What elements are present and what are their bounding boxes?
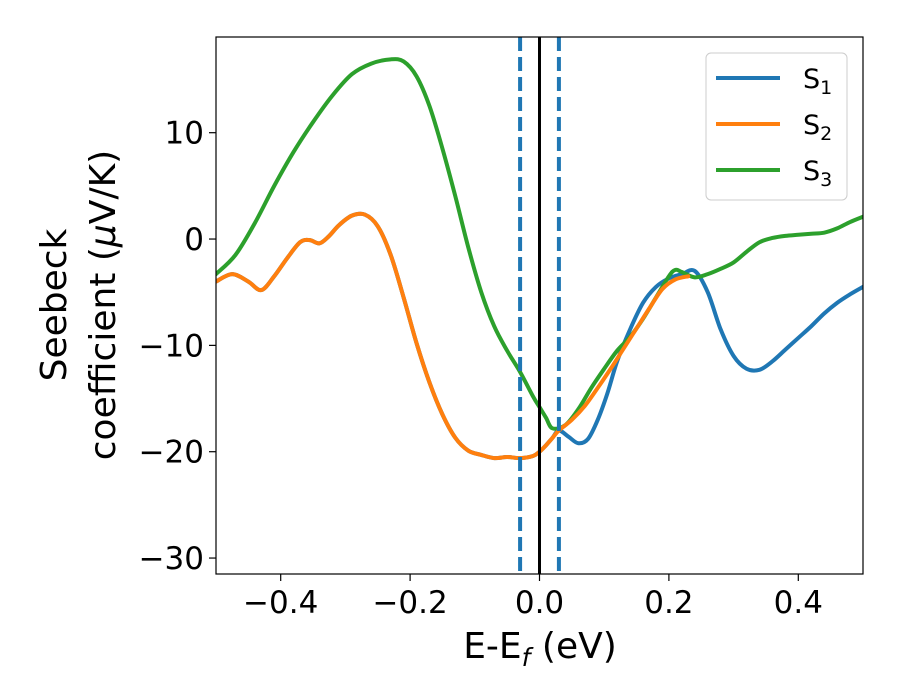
y-tick-label: −10: [139, 328, 204, 364]
y-tick-label: 10: [165, 116, 204, 152]
y-tick-label: −30: [139, 541, 204, 577]
legend-label-s1: S1: [803, 64, 832, 99]
y-tick-label: −20: [139, 435, 204, 471]
legend-label-s3: S3: [803, 156, 832, 191]
legend: S1 S2 S3: [705, 52, 848, 201]
series-line-s2: [216, 211, 691, 461]
legend-box: [705, 52, 848, 201]
x-tick-label: 0.0: [515, 585, 564, 621]
y-tick-label: 0: [184, 222, 204, 258]
y-axis-label-line2: coefficient (μV/K): [83, 150, 124, 460]
x-tick-label: 0.2: [644, 585, 693, 621]
reference-lines: [518, 37, 561, 574]
y-axis-label: Seebeck coefficient (μV/K): [34, 150, 124, 460]
x-axis-ticks: −0.4 −0.2 0.0 0.2 0.4: [243, 574, 823, 621]
legend-label-s2: S2: [803, 110, 832, 145]
y-axis-label-line1: Seebeck: [34, 228, 75, 381]
x-tick-label: −0.4: [243, 585, 318, 621]
x-tick-label: −0.2: [372, 585, 447, 621]
x-tick-label: 0.4: [774, 585, 823, 621]
y-axis-ticks: −30 −20 −10 0 10: [139, 116, 216, 577]
x-axis-label: E-Ef (eV): [463, 626, 617, 672]
series-layer: [216, 57, 863, 461]
